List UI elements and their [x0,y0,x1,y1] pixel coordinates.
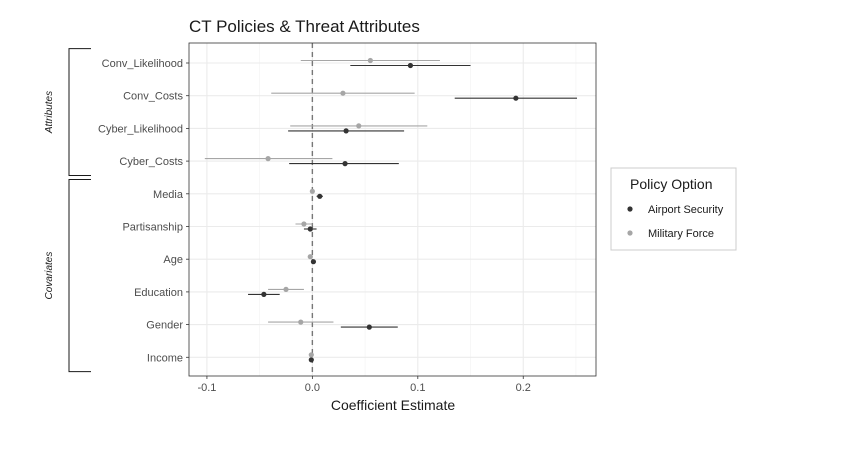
point-estimate [308,357,314,363]
legend-items: Airport Security Military Force [627,204,724,240]
legend-key [627,206,633,212]
group-label: Covariates [44,252,55,300]
x-tick-label: 0.2 [516,382,531,394]
point-estimate [343,128,349,134]
chart-title: CT Policies & Threat Attributes [189,17,420,36]
point-estimate [356,123,362,129]
point-estimate [301,221,307,227]
point-estimate [513,95,519,101]
y-tick-label: Conv_Likelihood [102,58,183,70]
point-estimate [340,90,346,96]
point-estimate [342,161,348,167]
point-estimate [307,226,313,232]
x-axis-title: Coefficient Estimate [331,397,455,413]
legend-item: Military Force [627,228,714,240]
y-tick-label: Income [147,352,183,364]
legend-title: Policy Option [630,176,712,192]
y-tick-label: Age [163,254,183,266]
y-axis: Conv_Likelihood Conv_Costs Cyber_Likelihoo… [98,58,189,364]
y-tick-label: Education [134,287,183,299]
point-estimate [298,319,304,325]
group-bracket [68,48,91,176]
point-estimate [309,188,315,194]
point-estimate [366,324,372,330]
y-tick-label: Media [153,189,184,201]
y-tick-label: Conv_Costs [123,91,183,103]
legend-item: Airport Security [627,204,724,216]
series-airport-security [248,62,578,363]
point-estimate [310,259,317,265]
x-tick-label: 0.1 [410,382,425,394]
x-tick-label: 0.0 [305,382,320,394]
point-estimate [283,286,289,292]
y-tick-label: Partisanship [122,222,183,234]
group-label: Attributes [44,91,55,134]
group-bracket [68,178,91,373]
legend: Policy Option Airport Security Military F… [610,167,737,251]
point-estimate [307,254,313,260]
plot-border [188,42,597,377]
y-tick-label: Cyber_Costs [119,156,183,168]
marks-layer [188,42,597,377]
point-estimate [261,291,267,297]
y-tick-label: Cyber_Likelihood [98,123,183,135]
y-tick-label: Gender [146,320,183,332]
legend-label: Military Force [648,228,714,240]
point-estimate [367,57,373,64]
x-axis: -0.1 0.0 0.1 0.2 [197,376,531,394]
x-tick-label: -0.1 [197,382,216,394]
point-estimate [265,156,271,162]
series-military-force [204,57,440,358]
legend-label: Airport Security [648,204,724,216]
point-estimate [407,62,414,69]
point-estimate [308,352,314,358]
point-estimate [317,193,323,199]
group-brackets: Attributes Covariates [44,48,91,373]
legend-key [627,230,633,236]
